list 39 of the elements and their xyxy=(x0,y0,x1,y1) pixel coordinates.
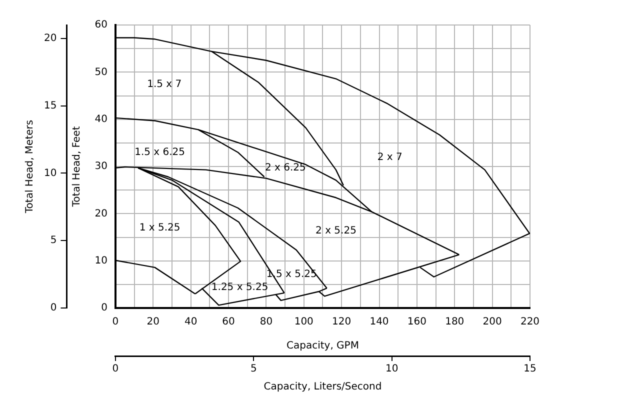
y-tick-label: 40 xyxy=(94,114,108,125)
annotation: 1 x 5.25 xyxy=(139,222,180,234)
x-tick-label: 0 xyxy=(112,316,119,328)
x2-tick-label: 5 xyxy=(250,364,257,375)
x-tick-label: 100 xyxy=(294,316,314,328)
x-tick-label: 160 xyxy=(407,316,426,328)
y-tick-label: 20 xyxy=(94,208,108,220)
x-tick-label: 20 xyxy=(146,316,160,328)
x-tick-label: 180 xyxy=(445,316,464,328)
x-tick-label: 40 xyxy=(184,316,198,328)
y2-axis-title: Total Head, Meters xyxy=(24,120,36,214)
x-tick-label: 140 xyxy=(370,316,389,328)
annotation: 1.25 x 5.25 xyxy=(211,282,268,293)
y-tick-label: 60 xyxy=(94,20,108,31)
x2-axis-title: Capacity, Liters/Second xyxy=(264,382,382,393)
y2-tick-label: 5 xyxy=(50,235,57,246)
y-tick-label: 30 xyxy=(94,161,108,172)
y2-tick-label: 15 xyxy=(44,100,57,112)
x2-tick-label: 10 xyxy=(385,364,398,375)
x-tick-label: 80 xyxy=(260,316,273,328)
y2-tick-label: 0 xyxy=(50,302,57,314)
x2-tick-label: 15 xyxy=(524,364,536,375)
x-tick-label: 220 xyxy=(520,316,540,328)
x-tick-label: 200 xyxy=(482,316,502,328)
y-axis-title: Total Head, Feet xyxy=(71,126,82,208)
x-axis-title: Capacity, GPM xyxy=(286,340,359,352)
annotation: 2 x 7 xyxy=(377,152,402,163)
x-tick-label: 120 xyxy=(332,316,352,328)
x2-tick-label: 0 xyxy=(112,364,119,375)
y-tick-label: 0 xyxy=(101,302,108,314)
annotation: 2 x 5.25 xyxy=(316,225,356,236)
annotation: 1.5 x 7 xyxy=(147,79,182,90)
annotation: 1.5 x 6.25 xyxy=(134,146,186,158)
y-tick-label: 10 xyxy=(94,255,108,266)
y2-tick-label: 20 xyxy=(44,33,57,44)
annotation: 2 x 6.25 xyxy=(264,162,306,174)
x-tick-label: 60 xyxy=(222,316,235,328)
y-tick-label: 50 xyxy=(94,66,108,78)
y2-tick-label: 10 xyxy=(44,168,57,179)
